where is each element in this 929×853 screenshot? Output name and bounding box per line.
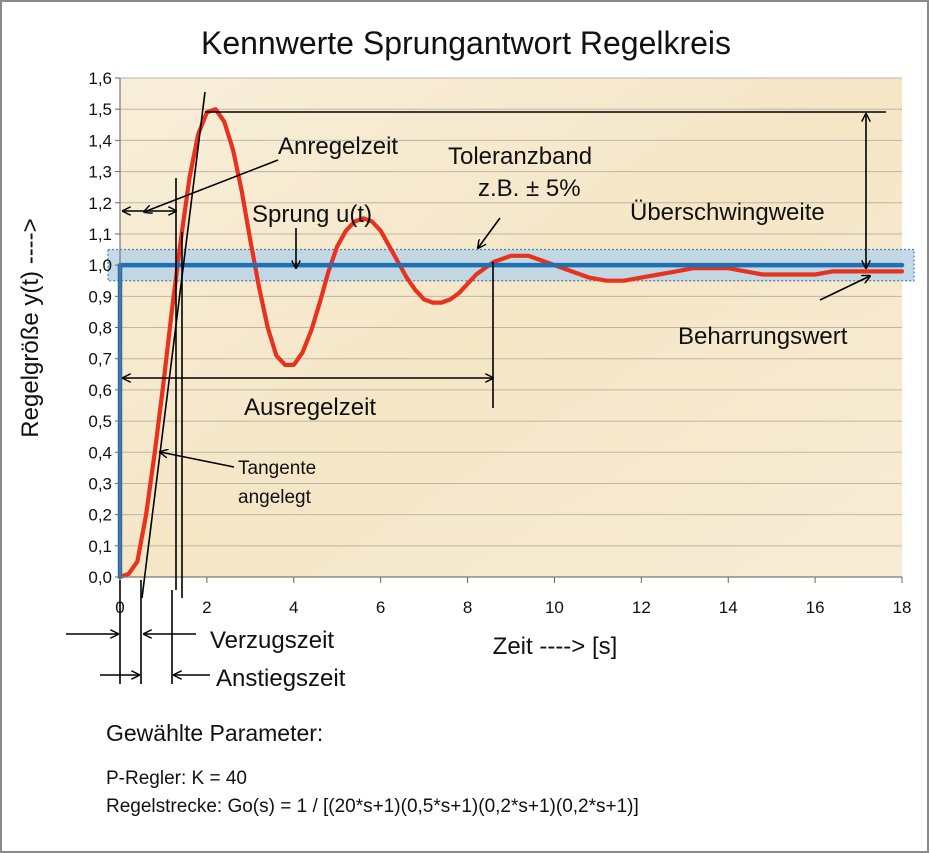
- x-tick-label: 18: [893, 598, 912, 617]
- tangente-pointer: [160, 452, 235, 468]
- x-tick-label: 10: [545, 598, 564, 617]
- y-tick-label: 1,6: [88, 69, 112, 88]
- y-tick-label: 0,1: [88, 537, 112, 556]
- tangent-line: [141, 91, 206, 599]
- chart-title: Kennwerte Sprungantwort Regelkreis: [201, 25, 731, 61]
- y-tick-label: 0,7: [88, 350, 112, 369]
- step-response-line: [117, 107, 905, 580]
- beharrungswert-pointer: [819, 276, 870, 301]
- label-ueberschwingweite: Überschwingweite: [630, 199, 825, 226]
- y-axis-label: Regelgröße y(t) ---->: [17, 218, 44, 437]
- y-tick-label: 1,1: [88, 225, 112, 244]
- y-tick-label: 1,2: [88, 194, 112, 213]
- y-tick-label: 1,3: [88, 163, 112, 182]
- anregelzeit-pointer: [144, 159, 279, 212]
- x-tick-label: 2: [202, 598, 211, 617]
- x-tick-label: 4: [289, 598, 298, 617]
- x-tick-label: 12: [632, 598, 651, 617]
- y-tick-label: 1,0: [88, 256, 112, 275]
- annotation-layer: [66, 91, 886, 684]
- label-tangente: Tangente: [238, 458, 316, 479]
- label-tol-example: z.B. ± 5%: [478, 175, 581, 202]
- y-tick-label: 1,5: [88, 100, 112, 119]
- toleranzband-pointer: [478, 217, 501, 248]
- y-tick-label: 0,3: [88, 474, 112, 493]
- label-sprung: Sprung u(t): [252, 201, 372, 228]
- y-tick-label: 0,0: [88, 568, 112, 587]
- parameters-heading: Gewählte Parameter:: [106, 720, 324, 746]
- x-tick-label: 6: [376, 598, 385, 617]
- y-tick-label: 1,4: [88, 131, 112, 150]
- label-verzugszeit: Verzugszeit: [210, 627, 334, 654]
- label-angelegt: angelegt: [238, 487, 312, 508]
- axis-layer: 0,0 0,1 0,2 0,3 0,4 0,5 0,6 0,7 0,8 0,9 1,0 1,1 1,2 1…: [88, 69, 911, 617]
- y-tick-label: 0,9: [88, 287, 112, 306]
- y-tick-label: 0,4: [88, 443, 112, 462]
- parameter-regelstrecke: Regelstrecke: Go(s) = 1 / [(20*s+1)(0,5*…: [106, 796, 639, 817]
- y-tick-label: 0,5: [88, 412, 112, 431]
- label-ausregelzeit: Ausregelzeit: [244, 394, 376, 421]
- label-beharrungswert: Beharrungswert: [678, 323, 848, 350]
- y-tick-label: 0,8: [88, 319, 112, 338]
- label-anstiegszeit: Anstiegszeit: [216, 665, 346, 692]
- x-tick-label: 16: [806, 598, 825, 617]
- label-toleranzband: Toleranzband: [448, 143, 592, 170]
- x-tick-label: 8: [463, 598, 472, 617]
- label-anregelzeit: Anregelzeit: [278, 133, 398, 160]
- x-axis-label: Zeit ----> [s]: [493, 633, 618, 660]
- parameter-p-regler: P-Regler: K = 40: [106, 768, 247, 789]
- y-tick-label: 0,6: [88, 381, 112, 400]
- x-tick-label: 14: [719, 598, 738, 617]
- y-tick-label: 0,2: [88, 506, 112, 525]
